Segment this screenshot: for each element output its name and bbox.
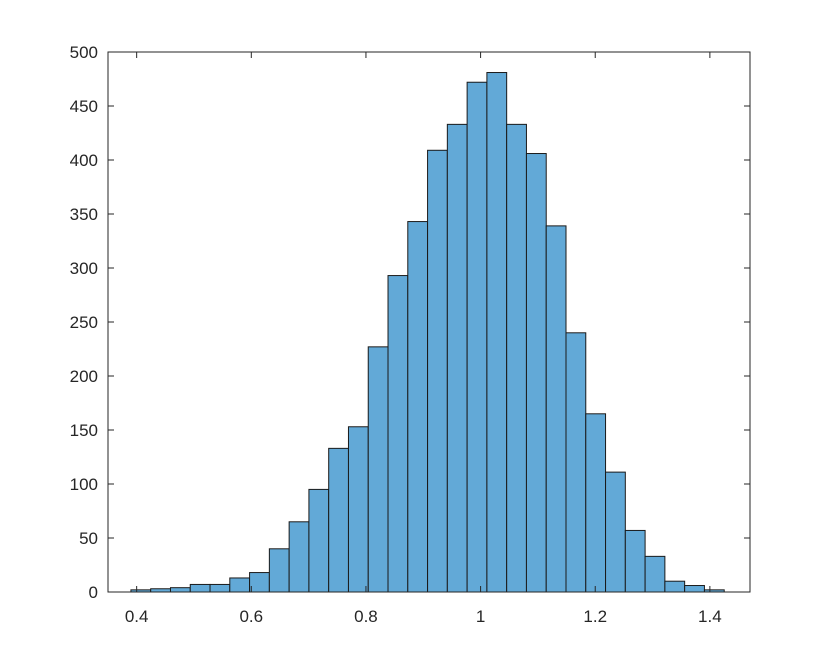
histogram-bar bbox=[169, 587, 191, 593]
histogram-bars bbox=[130, 72, 725, 593]
histogram-bar bbox=[466, 81, 488, 593]
histogram-bar bbox=[525, 153, 547, 593]
y-tick-label: 500 bbox=[70, 43, 98, 62]
x-axis: 0.4 0.6 0.8 1 1.2 1.4 bbox=[125, 52, 722, 626]
x-tick-label: 0.6 bbox=[239, 607, 263, 626]
histogram-bar bbox=[644, 555, 666, 593]
y-tick-label: 450 bbox=[70, 97, 98, 116]
y-tick-label: 150 bbox=[70, 421, 98, 440]
histogram-bar bbox=[229, 577, 251, 593]
histogram-bar bbox=[427, 149, 448, 593]
y-tick-label: 250 bbox=[70, 313, 98, 332]
y-tick-label: 300 bbox=[70, 259, 98, 278]
y-axis: 0 50 100 150 200 250 300 350 400 450 500 bbox=[70, 43, 750, 602]
histogram-bar bbox=[288, 521, 310, 593]
x-tick-label: 0.4 bbox=[125, 607, 149, 626]
histogram-bar bbox=[565, 332, 587, 593]
y-tick-label: 200 bbox=[70, 367, 98, 386]
y-tick-label: 350 bbox=[70, 205, 98, 224]
histogram-bar bbox=[585, 413, 607, 593]
x-tick-label: 1.4 bbox=[698, 607, 722, 626]
y-tick-label: 400 bbox=[70, 151, 98, 170]
histogram-bar bbox=[189, 583, 211, 593]
x-tick-label: 0.8 bbox=[354, 607, 378, 626]
histogram-bar bbox=[664, 580, 686, 593]
histogram-bar bbox=[407, 221, 429, 593]
histogram-bar bbox=[249, 572, 270, 593]
histogram-bar bbox=[268, 548, 290, 593]
y-tick-label: 0 bbox=[89, 583, 98, 602]
histogram-bar bbox=[387, 275, 409, 593]
y-tick-label: 50 bbox=[79, 529, 98, 548]
y-tick-label: 100 bbox=[70, 475, 98, 494]
histogram-bar bbox=[545, 225, 567, 593]
histogram-bar bbox=[367, 346, 389, 593]
histogram-bar bbox=[328, 447, 349, 593]
histogram-bar bbox=[486, 72, 508, 593]
histogram-bar bbox=[347, 426, 369, 593]
histogram-bar bbox=[308, 488, 330, 593]
x-tick-label: 1.2 bbox=[583, 607, 607, 626]
histogram-bar bbox=[446, 123, 468, 593]
histogram-bar bbox=[624, 529, 646, 593]
x-tick-label: 1 bbox=[476, 607, 485, 626]
histogram-bar bbox=[506, 123, 527, 593]
histogram-bar bbox=[605, 471, 626, 593]
histogram-bar bbox=[684, 585, 705, 593]
histogram-bar bbox=[209, 583, 231, 593]
